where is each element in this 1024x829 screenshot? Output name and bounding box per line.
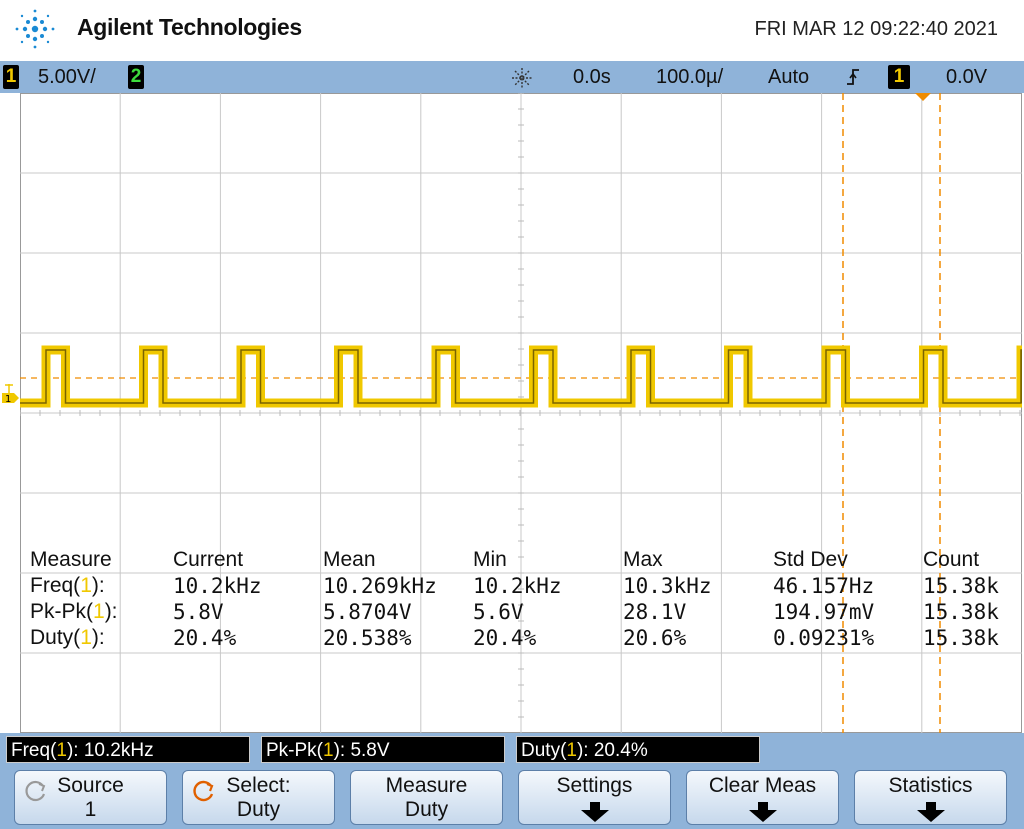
- channel-1-scale[interactable]: 5.00V/: [38, 66, 96, 88]
- clear-meas-softkey[interactable]: Clear Meas: [686, 770, 839, 825]
- trigger-level[interactable]: 0.0V: [946, 66, 988, 88]
- trigger-position-marker: [915, 93, 931, 101]
- col-header-mean: Mean: [323, 548, 376, 571]
- ground-reference-marker-icon: 1: [2, 384, 19, 405]
- waveform-display: [19, 92, 1024, 733]
- source-softkey-value: 1: [84, 798, 97, 821]
- channel-2-indicator[interactable]: 2: [128, 65, 144, 89]
- pk-pk-std-dev: 194.97mV: [773, 600, 875, 624]
- header: Agilent Technologies FRI MAR 12 09:22:40…: [0, 0, 1024, 61]
- knob-rotate-icon: [25, 780, 46, 802]
- freq-std-dev: 46.157Hz: [773, 574, 875, 598]
- duty-min: 20.4%: [473, 626, 537, 650]
- svg-text:1: 1: [5, 394, 11, 405]
- waveform-grid: [19, 92, 1024, 733]
- pk-pk-count: 15.38k: [923, 600, 999, 624]
- measure-duty-softkey[interactable]: Measure Duty: [350, 770, 503, 825]
- row-label-pk-pk: Pk-Pk(1):: [30, 600, 118, 623]
- submenu-arrow-down-icon: [748, 802, 777, 822]
- duty-mean: 20.538%: [323, 626, 412, 650]
- source-softkey-label: Source: [57, 774, 124, 797]
- knob-rotate-icon: [193, 780, 214, 802]
- settings-softkey[interactable]: Settings: [518, 770, 671, 825]
- submenu-arrow-down-icon: [580, 802, 609, 822]
- duty-std-dev: 0.09231%: [773, 626, 875, 650]
- col-header-measure: Measure: [30, 548, 112, 571]
- row-label-freq: Freq(1):: [30, 574, 105, 597]
- source-softkey[interactable]: Source 1: [14, 770, 167, 825]
- time-base[interactable]: 100.0µ/: [656, 66, 724, 88]
- meas-readout-pk-pk[interactable]: Pk-Pk(1): 5.8V: [261, 736, 505, 763]
- freq-count: 15.38k: [923, 574, 999, 598]
- col-header-max: Max: [623, 548, 663, 571]
- trigger-source-indicator[interactable]: 1: [888, 65, 910, 89]
- measure-softkey-value: Duty: [404, 798, 449, 821]
- clear-meas-softkey-label: Clear Meas: [708, 774, 817, 797]
- pk-pk-mean: 5.8704V: [323, 600, 412, 624]
- select-softkey[interactable]: Select: Duty: [182, 770, 335, 825]
- pk-pk-max: 28.1V: [623, 600, 687, 624]
- measurement-summary-bar: Freq(1): 10.2kHz Pk-Pk(1): 5.8V Duty(1):…: [0, 733, 1024, 767]
- freq-max: 10.3kHz: [623, 574, 712, 598]
- duty-count: 15.38k: [923, 626, 999, 650]
- trigger-mode[interactable]: Auto: [768, 66, 810, 88]
- date-time: FRI MAR 12 09:22:40 2021: [754, 18, 998, 40]
- col-header-std-dev: Std Dev: [773, 548, 848, 571]
- freq-mean: 10.269kHz: [323, 574, 437, 598]
- col-header-current: Current: [173, 548, 244, 571]
- meas-readout-freq[interactable]: Freq(1): 10.2kHz: [6, 736, 250, 763]
- freq-min: 10.2kHz: [473, 574, 562, 598]
- rising-edge-trigger-icon: [847, 69, 859, 85]
- status-bar: 1 5.00V/ 2 0.0s 100.0µ/ Auto 1 0.0V: [0, 61, 1024, 93]
- pk-pk-current: 5.8V: [173, 600, 224, 624]
- run-state-icon: [512, 68, 532, 88]
- brand-name: Agilent Technologies: [77, 14, 302, 40]
- duty-max: 20.6%: [623, 626, 687, 650]
- measure-softkey-label: Measure: [385, 774, 468, 797]
- statistics-softkey[interactable]: Statistics: [854, 770, 1007, 825]
- agilent-spark-logo-icon: [15, 9, 55, 49]
- row-label-duty: Duty(1):: [30, 626, 105, 649]
- submenu-arrow-down-icon: [916, 802, 945, 822]
- select-softkey-label: Select:: [226, 774, 291, 797]
- select-softkey-value: Duty: [236, 798, 281, 821]
- settings-softkey-label: Settings: [556, 774, 633, 797]
- channel-1-trace: [20, 349, 1023, 404]
- meas-readout-duty[interactable]: Duty(1): 20.4%: [516, 736, 760, 763]
- channel-1-indicator[interactable]: 1: [3, 65, 19, 89]
- col-header-count: Count: [923, 548, 980, 571]
- freq-current: 10.2kHz: [173, 574, 262, 598]
- statistics-softkey-label: Statistics: [888, 774, 973, 797]
- time-delay[interactable]: 0.0s: [573, 66, 611, 88]
- col-header-min: Min: [473, 548, 507, 571]
- pk-pk-min: 5.6V: [473, 600, 524, 624]
- softkey-menu: Source 1 Select: Duty Measure Duty Setti…: [0, 767, 1024, 829]
- duty-current: 20.4%: [173, 626, 237, 650]
